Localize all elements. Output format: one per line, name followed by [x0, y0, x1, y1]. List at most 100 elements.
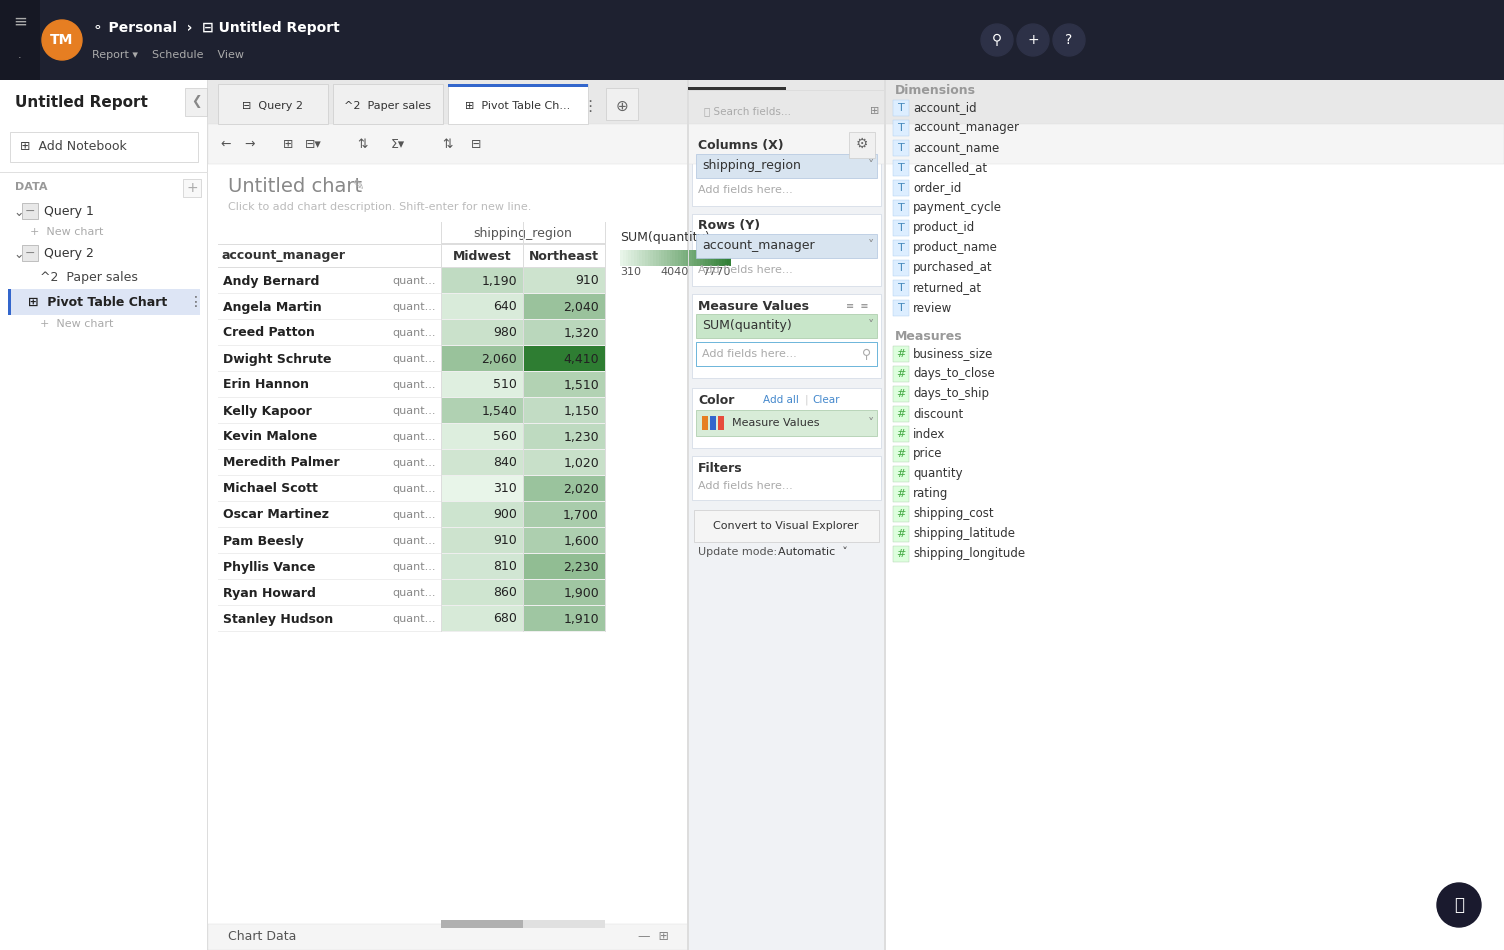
Bar	[185, 88, 208, 116]
Text: Stanley Hudson: Stanley Hudson	[223, 613, 334, 625]
Text: ⇅: ⇅	[442, 138, 453, 150]
Bar	[23, 245, 38, 261]
Text: ⌄: ⌄	[14, 248, 24, 260]
Bar	[648, 250, 651, 266]
Text: account_manager: account_manager	[702, 239, 815, 253]
Text: Add fields here...: Add fields here...	[702, 349, 797, 359]
Bar	[702, 250, 705, 266]
Circle shape	[1436, 883, 1481, 927]
Bar	[523, 502, 605, 528]
Bar	[523, 398, 605, 424]
Text: Fields: Fields	[717, 65, 757, 79]
Text: —  ⊞: — ⊞	[638, 930, 669, 943]
Bar	[893, 200, 908, 216]
Text: 4,410: 4,410	[564, 352, 599, 366]
Bar	[696, 342, 877, 366]
Text: 860: 860	[493, 586, 517, 599]
Text: ·: ·	[18, 53, 23, 63]
Bar	[626, 250, 629, 266]
Text: returned_at: returned_at	[913, 281, 982, 294]
Bar	[441, 346, 523, 372]
Text: discount: discount	[913, 408, 963, 421]
Text: ⊞  Pivot Table Ch...: ⊞ Pivot Table Ch...	[465, 101, 570, 111]
Text: 560: 560	[493, 430, 517, 444]
Text: shipping_longitude: shipping_longitude	[913, 547, 1026, 560]
Circle shape	[981, 24, 1014, 56]
Text: T: T	[898, 243, 904, 253]
Text: Add all: Add all	[763, 395, 799, 405]
Text: quant...: quant...	[393, 588, 436, 598]
Bar	[441, 920, 523, 928]
Text: T: T	[898, 223, 904, 233]
Bar	[218, 606, 605, 632]
Bar	[0, 172, 208, 173]
Text: ⊞  Add Notebook: ⊞ Add Notebook	[20, 141, 126, 154]
Text: quant...: quant...	[393, 614, 436, 624]
Text: 1,320: 1,320	[564, 327, 599, 339]
Text: shipping_region: shipping_region	[702, 160, 800, 173]
Bar	[848, 132, 875, 158]
Text: ˅: ˅	[868, 319, 874, 332]
Text: #: #	[896, 469, 905, 479]
Text: #: #	[896, 389, 905, 399]
Bar	[218, 423, 605, 424]
Text: Kevin Malone: Kevin Malone	[223, 430, 317, 444]
Text: Format: Format	[811, 65, 860, 79]
Text: #: #	[896, 449, 905, 459]
Text: Measure Values: Measure Values	[698, 299, 809, 313]
Bar	[218, 528, 605, 554]
Bar	[441, 424, 523, 450]
Bar	[218, 605, 605, 606]
Text: 510: 510	[493, 378, 517, 391]
Bar	[696, 154, 877, 178]
Bar	[441, 372, 523, 398]
Bar	[692, 456, 881, 500]
Bar	[893, 526, 908, 542]
Bar	[687, 54, 884, 90]
Text: DATA: DATA	[15, 182, 48, 192]
Bar	[696, 314, 877, 338]
Bar	[893, 280, 908, 296]
Text: Quick charts: Quick charts	[734, 11, 832, 25]
Text: ←: ←	[221, 138, 232, 150]
Bar	[441, 450, 523, 476]
Text: ⌄: ⌄	[14, 205, 24, 218]
Text: T: T	[898, 303, 904, 313]
Bar	[687, 54, 884, 55]
Bar	[675, 250, 678, 266]
Text: SUM(quantity): SUM(quantity)	[620, 232, 710, 244]
Text: days_to_ship: days_to_ship	[913, 388, 990, 401]
Bar	[893, 260, 908, 276]
Text: Untitled Report: Untitled Report	[15, 94, 147, 109]
Text: −: −	[24, 246, 35, 259]
Bar	[441, 398, 523, 424]
Bar	[893, 426, 908, 442]
Text: Add fields here...: Add fields here...	[698, 185, 793, 195]
Bar	[705, 250, 708, 266]
Bar	[893, 466, 908, 482]
Text: 680: 680	[493, 613, 517, 625]
Bar	[893, 220, 908, 236]
Bar	[702, 416, 708, 430]
Text: 1,230: 1,230	[564, 430, 599, 444]
Text: 2,040: 2,040	[564, 300, 599, 314]
Bar	[218, 476, 605, 502]
Bar	[713, 250, 717, 266]
Text: Dimensions: Dimensions	[895, 84, 976, 97]
Text: Pivot Table: Pivot Table	[734, 31, 794, 41]
Bar	[645, 250, 648, 266]
Bar	[662, 250, 665, 266]
Text: Michael Scott: Michael Scott	[223, 483, 317, 496]
Text: Filters: Filters	[698, 462, 743, 474]
Text: T: T	[898, 163, 904, 173]
Bar	[441, 268, 523, 294]
Bar	[893, 160, 908, 176]
Text: Meredith Palmer: Meredith Palmer	[223, 457, 340, 469]
Bar	[448, 84, 588, 124]
Bar	[441, 920, 605, 928]
Bar	[893, 366, 908, 382]
Bar	[523, 424, 605, 450]
Text: rating: rating	[913, 487, 949, 501]
Bar	[639, 250, 642, 266]
Bar	[687, 87, 787, 90]
